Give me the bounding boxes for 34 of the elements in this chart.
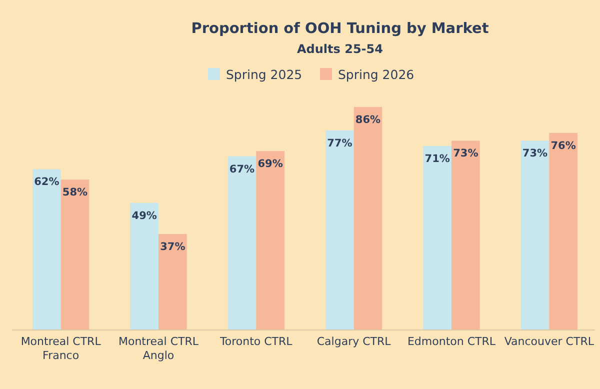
- data-label: 77%: [327, 137, 353, 150]
- x-tick-label: Toronto CTRL: [219, 335, 294, 348]
- x-tick-label: Montreal CTRL Anglo: [118, 335, 200, 362]
- data-label: 73%: [522, 148, 548, 160]
- x-tick-label: Montreal CTRL Franco: [20, 335, 102, 362]
- bar: [452, 140, 480, 330]
- bar: [520, 140, 550, 330]
- chart-title: Proportion of OOH Tuning by Market: [191, 21, 489, 37]
- bar: [354, 107, 382, 330]
- data-label: 86%: [355, 114, 382, 126]
- data-label: 73%: [453, 148, 479, 160]
- x-tick-label: Edmonton CTRL: [407, 335, 496, 348]
- bar: [549, 132, 578, 330]
- x-tick-label: Vancouver CTRL: [504, 335, 595, 348]
- data-label: 58%: [62, 186, 88, 199]
- chart-subtitle: Adults 25-54: [297, 42, 383, 56]
- bar: [256, 151, 284, 330]
- bar: [326, 130, 354, 330]
- bar: [32, 169, 61, 330]
- x-tick-label: Calgary CTRL: [316, 335, 392, 348]
- data-label: 71%: [424, 152, 450, 165]
- bar: [130, 202, 158, 330]
- bar: [423, 146, 452, 330]
- data-label: 76%: [550, 140, 576, 152]
- legend-label: Spring 2026: [338, 67, 414, 82]
- legend-label: Spring 2025: [226, 67, 302, 82]
- data-label: 49%: [132, 210, 158, 222]
- bar: [60, 180, 90, 330]
- data-label: 67%: [229, 163, 256, 176]
- bar: [228, 156, 256, 330]
- data-label: 37%: [160, 241, 186, 254]
- bar: [158, 234, 187, 330]
- data-label: 69%: [258, 158, 284, 170]
- data-label: 62%: [34, 176, 60, 188]
